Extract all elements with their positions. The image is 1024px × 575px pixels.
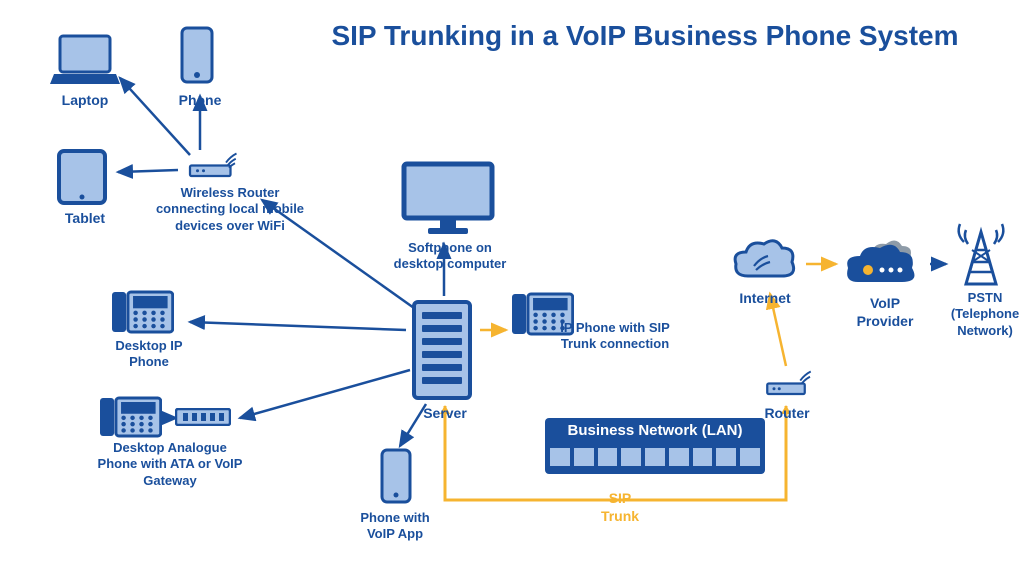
pstn-tower-icon <box>946 222 1016 286</box>
analogue-phone-icon <box>98 396 162 438</box>
lan-port <box>645 448 665 466</box>
lan-port <box>716 448 736 466</box>
connector <box>118 170 178 172</box>
label-softphone: Softphone on desktop computer <box>385 240 515 273</box>
lan-port <box>693 448 713 466</box>
label-server: Server <box>410 405 480 423</box>
laptop-icon <box>50 34 120 86</box>
lan-label: Business Network (LAN) <box>545 418 765 443</box>
lan-port <box>550 448 570 466</box>
phone-voip-app-icon <box>380 448 412 504</box>
voip-provider-cloud-icon <box>842 236 926 290</box>
label-sip-trunk: SIP Trunk <box>580 490 660 525</box>
label-tablet: Tablet <box>45 210 125 228</box>
label-voip-app: Phone with VoIP App <box>345 510 445 543</box>
business-network-lan: Business Network (LAN) <box>545 418 765 474</box>
lan-port <box>740 448 760 466</box>
lan-port <box>669 448 689 466</box>
ata-gateway-icon <box>175 408 231 426</box>
label-router: Router <box>752 405 822 423</box>
lan-port <box>621 448 641 466</box>
connector <box>190 322 406 330</box>
router-icon <box>758 370 820 400</box>
internet-cloud-icon <box>730 236 798 286</box>
label-ip-phone-sip: IP Phone with SIP Trunk connection <box>550 320 680 353</box>
server-icon <box>410 300 474 400</box>
desktop-ip-phone-icon <box>110 290 174 334</box>
label-voip-provider: VoIP Provider <box>840 295 930 330</box>
desktop-monitor-icon <box>398 160 498 236</box>
lan-port <box>598 448 618 466</box>
label-desktop-ip-phone: Desktop IP Phone <box>104 338 194 371</box>
label-internet: Internet <box>725 290 805 308</box>
label-wireless-router: Wireless Router connecting local mobile … <box>145 185 315 234</box>
tablet-icon <box>56 148 108 206</box>
connector <box>240 370 410 418</box>
label-analogue-phone: Desktop Analogue Phone with ATA or VoIP … <box>95 440 245 489</box>
label-laptop: Laptop <box>45 92 125 110</box>
connector <box>120 78 190 155</box>
wireless-router-icon <box>180 152 248 182</box>
diagram-title: SIP Trunking in a VoIP Business Phone Sy… <box>275 20 1015 52</box>
label-phone: Phone <box>170 92 230 110</box>
lan-port <box>574 448 594 466</box>
smartphone-icon <box>180 26 214 84</box>
label-pstn: PSTN (Telephone Network) <box>940 290 1024 339</box>
